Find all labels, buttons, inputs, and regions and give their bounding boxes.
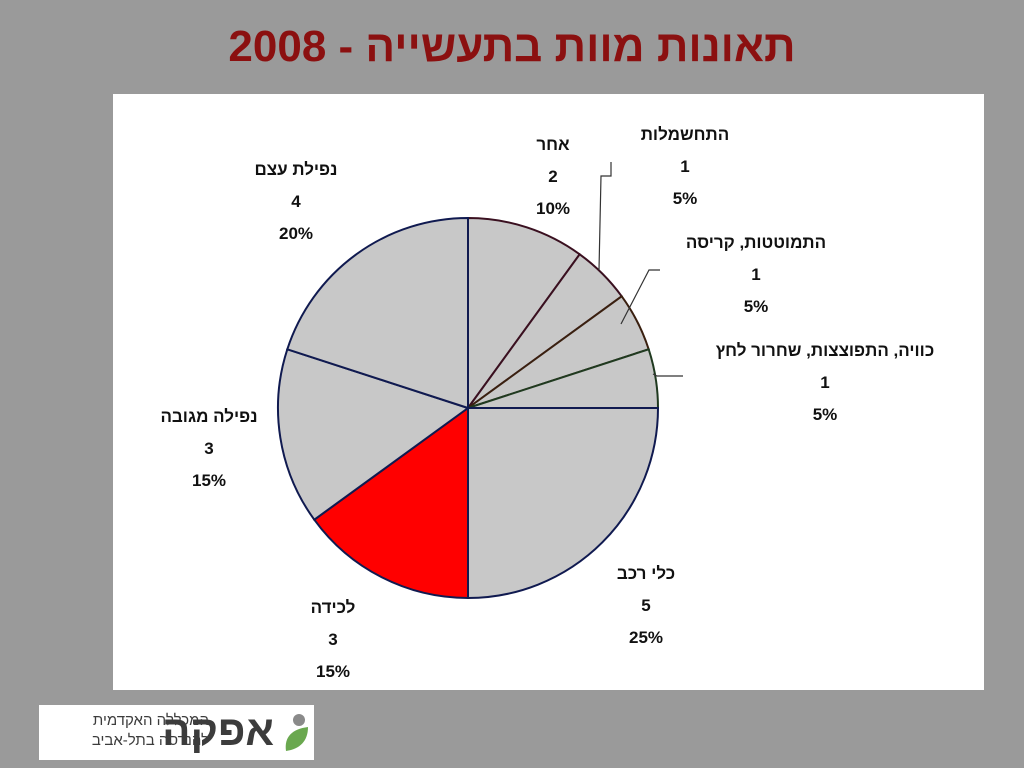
slice-label-value-1: 2 (548, 167, 557, 186)
slice-label-percent-7: 15% (192, 471, 226, 490)
slice-label-6: לכידה 3 15% (311, 598, 356, 681)
slice-label-2: התחשמלות 1 5% (641, 125, 730, 208)
slice-label-name-4: כוויה, התפוצצות, שחרור לחץ (716, 341, 934, 360)
slice-label-percent-2: 5% (673, 189, 698, 208)
logo-tagline: המכללה האקדמית להנדסה בתל-אביב (41, 711, 209, 751)
chart-panel: אחר 2 10% התחשמלות 1 5% התמוטטות, קריסה 1 5% כווי… (113, 94, 984, 690)
pie-slice-6 (312, 406, 469, 600)
slice-label-percent-3: 5% (744, 297, 769, 316)
logo-tagline-line1: המכללה האקדמית (92, 712, 209, 729)
slice-label-value-6: 3 (328, 630, 337, 649)
slice-label-7: נפילה מגובה 3 15% (160, 407, 257, 490)
slice-label-percent-8: 20% (279, 224, 313, 243)
pie-slice-8 (286, 216, 469, 410)
slice-label-name-5: כלי רכב (617, 564, 675, 583)
leaf-icon (285, 714, 308, 751)
slice-label-name-2: התחשמלות (641, 125, 730, 144)
slice-label-value-2: 1 (680, 157, 689, 176)
logo-name: אפקה (162, 707, 274, 754)
slice-label-1: אחר 2 10% (536, 135, 570, 218)
slice-label-name-1: אחר (536, 135, 570, 154)
slice-label-percent-1: 10% (536, 199, 570, 218)
slice-label-value-5: 5 (641, 596, 650, 615)
slice-label-name-7: נפילה מגובה (160, 407, 257, 426)
slide-title: תאונות מוות בתעשייה - 2008 (228, 22, 796, 71)
slice-label-name-6: לכידה (311, 598, 356, 617)
leader-line-4 (652, 373, 683, 377)
afeka-logo: המכללה האקדמית להנדסה בתל-אביב אפקה (39, 705, 314, 760)
slice-label-percent-5: 25% (629, 628, 663, 647)
slice-label-5: כלי רכב 5 25% (617, 564, 675, 647)
slice-label-value-7: 3 (204, 439, 213, 458)
logo-tagline-line2: להנדסה בתל-אביב (91, 732, 209, 749)
slice-label-value-3: 1 (751, 265, 760, 284)
pie-slice-1 (467, 216, 582, 412)
slice-label-3: התמוטטות, קריסה 1 5% (686, 233, 826, 316)
slice-label-percent-4: 5% (813, 405, 838, 424)
slice-label-name-8: נפילת עצם (255, 160, 338, 179)
slice-label-4: כוויה, התפוצצות, שחרור לחץ 1 5% (716, 341, 934, 424)
leader-line-2 (598, 162, 612, 271)
slice-label-value-4: 1 (820, 373, 829, 392)
slice-label-percent-6: 15% (316, 662, 350, 681)
leader-lines (598, 162, 683, 377)
pie-slice-5 (467, 407, 660, 600)
pie-slice-7 (277, 348, 471, 522)
slice-label-name-3: התמוטטות, קריסה (686, 233, 826, 252)
slice-label-value-8: 4 (291, 192, 301, 211)
leader-line-3 (620, 269, 660, 325)
slice-label-8: נפילת עצם 4 20% (255, 160, 338, 243)
pie-slices (277, 216, 660, 600)
